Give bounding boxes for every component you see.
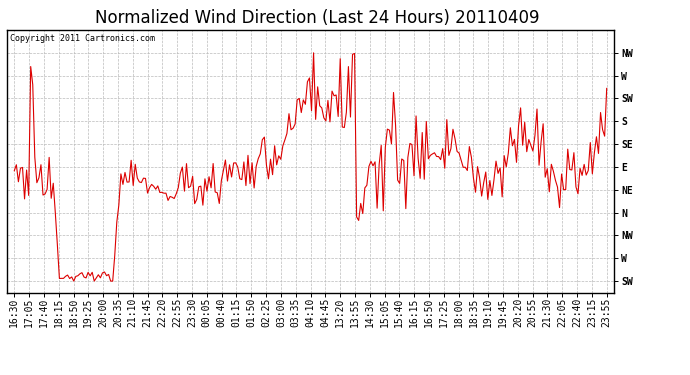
Text: Copyright 2011 Cartronics.com: Copyright 2011 Cartronics.com xyxy=(10,34,155,43)
Text: Normalized Wind Direction (Last 24 Hours) 20110409: Normalized Wind Direction (Last 24 Hours… xyxy=(95,9,540,27)
